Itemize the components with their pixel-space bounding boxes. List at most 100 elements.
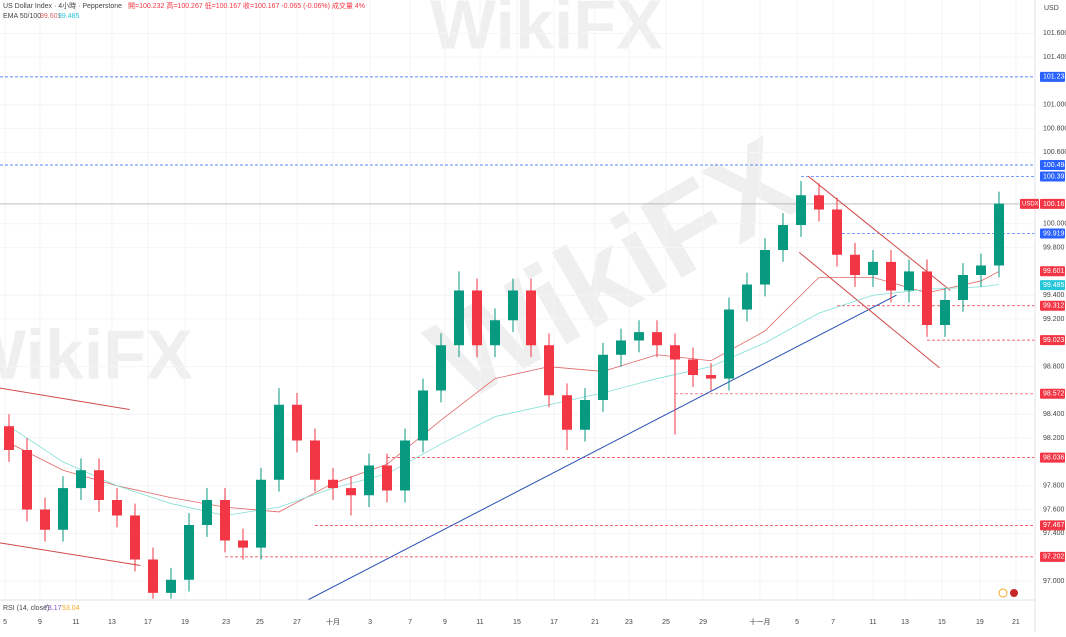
price-tag xyxy=(1040,335,1065,346)
event-icon[interactable] xyxy=(998,588,1008,598)
candle-body xyxy=(418,390,428,441)
candle-body xyxy=(454,290,464,346)
candle-body xyxy=(886,261,896,291)
x-tick-label: 11 xyxy=(72,619,79,626)
symbol-title: US Dollar Index · 4小時 · Pepperstone xyxy=(3,1,122,10)
candle-body xyxy=(508,290,518,321)
candle-body xyxy=(292,404,302,441)
y-tick-label: 99.200 xyxy=(1043,316,1065,323)
ema-line xyxy=(8,284,1000,516)
x-tick-label: 17 xyxy=(144,619,152,626)
x-tick-label: 十一月 xyxy=(749,617,770,626)
candle-body xyxy=(922,271,932,325)
y-tick-label: 97.600 xyxy=(1043,506,1065,513)
candle-body xyxy=(526,290,536,346)
y-tick-label: 100.800 xyxy=(1043,125,1066,132)
y-tick-label: 99.400 xyxy=(1043,292,1065,299)
x-tick-label: 3 xyxy=(368,619,372,626)
candle-body xyxy=(22,450,32,510)
ema-line xyxy=(8,271,1000,513)
x-tick-label: 15 xyxy=(513,619,521,626)
candle-body xyxy=(760,250,770,285)
x-tick-label: 5 xyxy=(3,619,7,626)
x-tick-label: 21 xyxy=(1012,619,1020,626)
x-tick-label: 13 xyxy=(901,619,909,626)
y-tick-label: 101.000 xyxy=(1043,102,1066,109)
candle-body xyxy=(724,309,734,379)
candle-body xyxy=(436,345,446,391)
flag-icon[interactable] xyxy=(1010,589,1018,597)
y-tick-label: 97.000 xyxy=(1043,578,1065,585)
candle-body xyxy=(616,340,626,355)
currency: USD xyxy=(1044,5,1059,12)
candle-body xyxy=(364,465,374,496)
price-tag-label: 97.467 xyxy=(1043,522,1065,529)
x-tick-label: 19 xyxy=(976,619,984,626)
y-tick-label: 97.400 xyxy=(1043,530,1065,537)
candle-body xyxy=(904,271,914,291)
candle-body xyxy=(472,290,482,346)
price-tag-label: 98.036 xyxy=(1043,454,1065,461)
candle-body xyxy=(796,195,806,225)
x-tick-label: 27 xyxy=(293,619,301,626)
price-tag xyxy=(1040,551,1065,562)
rsi-value: 73.17 xyxy=(44,605,62,612)
x-tick-label: 13 xyxy=(108,619,116,626)
y-tick-label: 98.400 xyxy=(1043,411,1065,418)
price-tag-label: 99.312 xyxy=(1043,303,1065,310)
ohlc: 開=100.232 高=100.267 低=100.167 收=100.167 … xyxy=(128,1,365,10)
x-tick-label: 11 xyxy=(869,619,876,626)
candle-body xyxy=(202,500,212,525)
candle-body xyxy=(562,395,572,430)
candle-body xyxy=(598,354,608,400)
price-tag-label: 99.023 xyxy=(1043,337,1065,344)
watermark: WikiFX xyxy=(0,315,193,393)
candle-body xyxy=(580,400,590,430)
symbol-tag-label: USDX xyxy=(1022,202,1039,208)
trendline xyxy=(307,294,897,600)
candle-body xyxy=(958,275,968,300)
candle-body xyxy=(238,540,248,548)
candle-body xyxy=(400,440,410,491)
x-tick-label: 25 xyxy=(662,619,670,626)
candle-body xyxy=(688,359,698,375)
candle-body xyxy=(166,579,176,593)
price-tag xyxy=(1040,280,1065,291)
candle-body xyxy=(112,500,122,516)
x-tick-label: 21 xyxy=(591,619,599,626)
candle-body xyxy=(4,426,14,450)
x-tick-label: 25 xyxy=(256,619,264,626)
indicator-label: EMA 50/100 xyxy=(3,13,41,20)
candle-body xyxy=(130,515,140,560)
x-tick-label: 19 xyxy=(181,619,189,626)
candle-body xyxy=(994,203,1004,266)
y-tick-label: 98.800 xyxy=(1043,364,1065,371)
x-tick-label: 15 xyxy=(938,619,946,626)
y-tick-label: 101.600 xyxy=(1043,30,1066,37)
price-tag-label: 97.202 xyxy=(1043,554,1065,561)
candle-body xyxy=(274,404,284,480)
price-tag xyxy=(1040,520,1065,531)
candle-body xyxy=(346,488,356,496)
x-tick-label: 17 xyxy=(550,619,558,626)
x-tick-label: 29 xyxy=(699,619,707,626)
candle-body xyxy=(742,284,752,310)
candle-body xyxy=(652,332,662,346)
candle-body xyxy=(58,488,68,530)
x-tick-label: 9 xyxy=(38,619,42,626)
candle-body xyxy=(976,265,986,275)
candle-body xyxy=(634,332,644,341)
y-tick-label: 100.000 xyxy=(1043,221,1066,228)
candle-body xyxy=(40,509,50,530)
y-tick-label: 97.800 xyxy=(1043,483,1065,490)
candle-body xyxy=(184,525,194,580)
candle-body xyxy=(382,465,392,491)
price-tag-label: 98.572 xyxy=(1043,391,1065,398)
price-tag xyxy=(1040,171,1065,182)
y-tick-label: 101.400 xyxy=(1043,54,1066,61)
trendline xyxy=(798,251,940,369)
x-tick-label: 7 xyxy=(408,619,412,626)
indicator-value: 99.601 xyxy=(40,13,62,20)
y-tick-label: 100.600 xyxy=(1043,149,1066,156)
rsi-label: RSI (14, close) xyxy=(3,605,49,612)
